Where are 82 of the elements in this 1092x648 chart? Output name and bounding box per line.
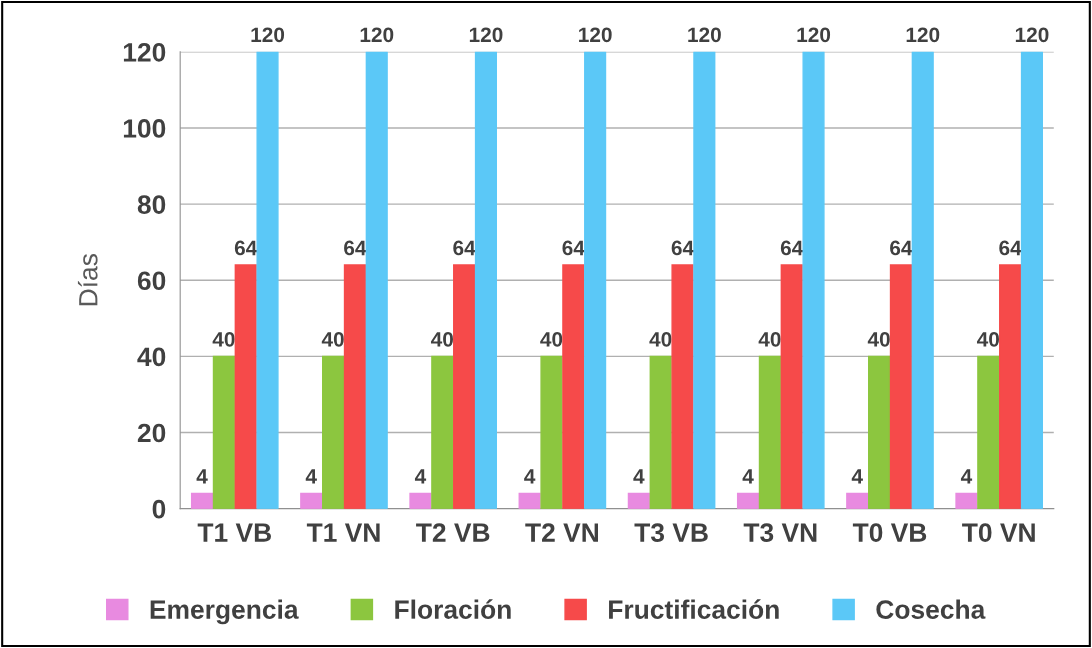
y-tick-label: 40 [137,347,166,367]
data-label: 4 [414,469,427,484]
bar [758,355,781,509]
bar [343,264,366,509]
bar [300,492,323,509]
bar [584,51,607,509]
bar [736,492,760,509]
bar [540,355,563,509]
bar [671,264,694,509]
bar [562,264,585,509]
y-tick-label: 0 [152,499,166,519]
y-axis-title: Días [77,254,98,306]
bar [977,355,1000,509]
bar [365,51,388,509]
bar [1020,51,1044,509]
bar [911,51,934,509]
data-label: 64 [234,240,258,256]
data-label: 4 [305,469,317,484]
legend-label: Fructificación [609,599,779,619]
bar [780,264,803,509]
legend-label: Floración [395,599,511,619]
x-tick-label: T3 VN [743,523,817,542]
data-label: 4 [196,469,208,484]
bar [802,51,825,509]
bar [999,264,1022,509]
bar [518,492,541,509]
data-label: 64 [344,240,367,256]
x-tick-label: T3 VB [634,523,708,542]
data-label: 64 [999,240,1022,256]
bar [846,492,869,509]
data-label: 4 [742,469,754,484]
data-label: 120 [688,27,721,43]
x-tick-label: T0 VN [962,523,1035,542]
bar [212,355,235,509]
data-label: 40 [758,331,781,347]
data-label: 4 [633,469,645,484]
bar [889,264,912,509]
data-label: 40 [212,331,235,347]
x-tick-label: T2 VN [525,523,598,542]
bar [474,51,498,509]
bar [627,492,650,509]
bar [955,492,978,509]
bar [431,355,454,509]
y-tick-label: 100 [123,119,166,138]
legend-label: Emergencia [150,599,299,625]
data-label: 64 [890,240,913,256]
bar [453,264,476,509]
bar [234,264,257,509]
bar [256,51,279,509]
bar [409,492,432,509]
y-tick-label: 80 [137,195,166,214]
legend-label: Cosecha [876,599,986,619]
data-label: 120 [797,27,831,43]
data-label: 120 [906,27,940,43]
bar [649,355,672,509]
data-label: 4 [524,469,536,484]
data-label: 120 [469,27,503,43]
data-label: 40 [321,331,344,347]
y-tick-label: 20 [137,423,166,443]
y-tick-label: 120 [123,42,166,62]
bar [867,355,891,509]
data-label: 40 [867,331,890,347]
data-label: 120 [360,27,394,43]
data-label: 64 [780,240,804,256]
data-label: 64 [453,240,476,256]
x-tick-label: T2 VB [416,523,490,542]
bar [321,355,345,509]
data-label: 120 [251,27,285,43]
data-label: 4 [851,469,863,484]
data-label: 40 [976,331,999,347]
data-label: 40 [540,331,563,347]
bar [693,51,716,509]
data-label: 40 [649,331,672,347]
bar [190,492,214,509]
data-label: 120 [1015,27,1049,43]
y-tick-label: 60 [137,271,166,291]
x-tick-label: T1 VB [197,523,271,542]
data-label: 120 [579,27,612,43]
data-label: 4 [960,469,973,484]
x-tick-label: T0 VB [852,523,927,542]
x-tick-label: T1 VN [306,523,380,542]
data-label: 40 [430,331,453,347]
